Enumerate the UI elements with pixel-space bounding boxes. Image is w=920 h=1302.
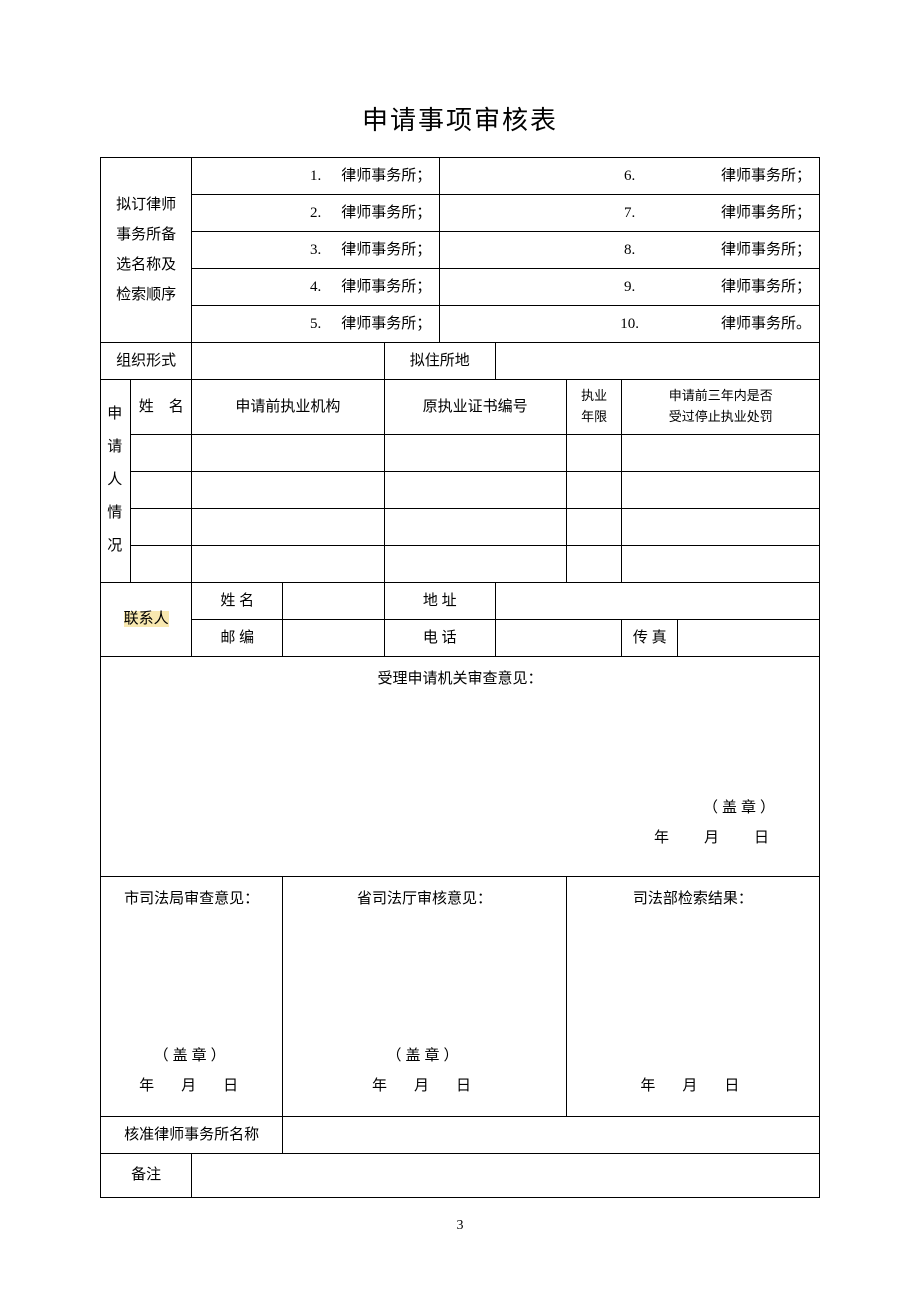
applicant-row-4 [101, 545, 820, 582]
firm-slot-6[interactable]: 6. 律师事务所； [440, 158, 820, 195]
firm-slot-8[interactable]: 8. 律师事务所； [440, 232, 820, 269]
label-ministry-result: 司法部检索结果： [633, 891, 753, 907]
applicant-cert-3[interactable] [384, 508, 566, 545]
province-opinion-section[interactable]: 省司法厅审核意见： （盖章） 年 月 日 [283, 876, 567, 1116]
applicant-name-3[interactable] [131, 508, 192, 545]
label-remark: 备注 [101, 1153, 192, 1197]
firm-slot-9[interactable]: 9. 律师事务所； [440, 269, 820, 306]
label-postcode: 邮 编 [192, 619, 283, 656]
field-phone[interactable] [495, 619, 622, 656]
field-fax[interactable] [678, 619, 820, 656]
label-address: 地 址 [384, 582, 495, 619]
applicant-name-2[interactable] [131, 471, 192, 508]
label-province-opinion: 省司法厅审核意见： [357, 891, 492, 907]
applicant-susp-2[interactable] [622, 471, 820, 508]
label-contact: 联系人 [101, 582, 192, 656]
field-remark[interactable] [192, 1153, 820, 1197]
city-opinion-section[interactable]: 市司法局审查意见： （盖章） 年 月 日 [101, 876, 283, 1116]
label-phone: 电 话 [384, 619, 495, 656]
firm-slot-3[interactable]: 3. 律师事务所； [192, 232, 440, 269]
document-title: 申请事项审核表 [100, 100, 820, 137]
page-number: 3 [100, 1218, 820, 1234]
applicant-cert-4[interactable] [384, 545, 566, 582]
field-org-form[interactable] [192, 343, 384, 380]
applicant-row-1 [101, 434, 820, 471]
applicant-row-3 [101, 508, 820, 545]
ministry-result-section[interactable]: 司法部检索结果： 年 月 日 [566, 876, 819, 1116]
firm-slot-5[interactable]: 5. 律师事务所； [192, 306, 440, 343]
applicant-name-1[interactable] [131, 434, 192, 471]
applicant-cert-2[interactable] [384, 471, 566, 508]
stamp-text-prov: （盖章） [283, 1044, 566, 1068]
label-receiving-opinion: 受理申请机关审查意见： [377, 671, 542, 687]
field-contact-name[interactable] [283, 582, 384, 619]
label-name: 姓 名 [131, 380, 192, 435]
applicant-name-4[interactable] [131, 545, 192, 582]
applicant-cert-1[interactable] [384, 434, 566, 471]
review-form-table: 拟订律师 事务所备 选名称及 检索顺序 1. 律师事务所； 6. 律师事务所； … [100, 157, 820, 1198]
applicant-years-4[interactable] [566, 545, 622, 582]
field-postcode[interactable] [283, 619, 384, 656]
date-text-city: 年 月 日 [101, 1074, 282, 1098]
page-container: 申请事项审核表 拟订律师 事务所备 选名称及 检索顺序 1. 律师事务所； 6.… [0, 0, 920, 1274]
applicant-prevorg-3[interactable] [192, 508, 384, 545]
applicant-prevorg-2[interactable] [192, 471, 384, 508]
field-proposed-location[interactable] [495, 343, 819, 380]
label-applicant-info: 申 请 人 情 况 [101, 380, 131, 583]
applicant-susp-4[interactable] [622, 545, 820, 582]
label-proposed-location: 拟住所地 [384, 343, 495, 380]
applicant-prevorg-4[interactable] [192, 545, 384, 582]
applicant-prevorg-1[interactable] [192, 434, 384, 471]
label-org-form: 组织形式 [101, 343, 192, 380]
applicant-years-1[interactable] [566, 434, 622, 471]
date-text: 年 月 日 [654, 826, 779, 850]
firm-slot-10[interactable]: 10. 律师事务所。 [440, 306, 820, 343]
field-approved-name[interactable] [283, 1116, 820, 1153]
label-suspended: 申请前三年内是否 受过停止执业处罚 [622, 380, 820, 435]
firm-slot-7[interactable]: 7. 律师事务所； [440, 195, 820, 232]
stamp-text: （盖章） [703, 796, 779, 820]
firm-slot-2[interactable]: 2. 律师事务所； [192, 195, 440, 232]
applicant-susp-3[interactable] [622, 508, 820, 545]
field-address[interactable] [495, 582, 819, 619]
applicant-susp-1[interactable] [622, 434, 820, 471]
firm-slot-4[interactable]: 4. 律师事务所； [192, 269, 440, 306]
label-approved-name: 核准律师事务所名称 [101, 1116, 283, 1153]
applicant-row-2 [101, 471, 820, 508]
label-contact-name: 姓 名 [192, 582, 283, 619]
label-proposed-names: 拟订律师 事务所备 选名称及 检索顺序 [101, 158, 192, 343]
label-city-opinion: 市司法局审查意见： [124, 891, 259, 907]
date-text-prov: 年 月 日 [283, 1074, 566, 1098]
label-orig-cert: 原执业证书编号 [384, 380, 566, 435]
receiving-opinion-section[interactable]: 受理申请机关审查意见： （盖章） 年 月 日 [101, 656, 820, 876]
label-fax: 传 真 [622, 619, 678, 656]
date-text-ministry: 年 月 日 [567, 1074, 819, 1098]
stamp-text-city: （盖章） [101, 1044, 282, 1068]
applicant-years-3[interactable] [566, 508, 622, 545]
label-prev-org: 申请前执业机构 [192, 380, 384, 435]
firm-slot-1[interactable]: 1. 律师事务所； [192, 158, 440, 195]
label-years: 执业 年限 [566, 380, 622, 435]
applicant-years-2[interactable] [566, 471, 622, 508]
